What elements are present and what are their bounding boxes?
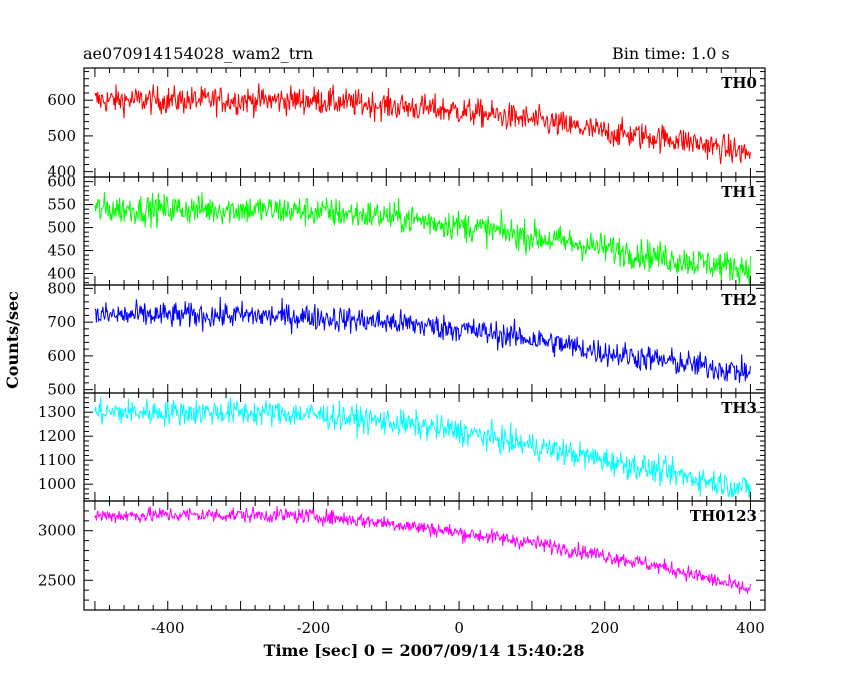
y-tick-label: 500 xyxy=(47,127,76,145)
y-tick-label: 800 xyxy=(47,279,76,297)
panel-frame-th1 xyxy=(83,176,766,286)
x-tick-label: -400 xyxy=(151,619,185,637)
panel-frame-th3 xyxy=(83,392,766,502)
y-tick-label: 1300 xyxy=(38,403,76,421)
y-tick-label: 450 xyxy=(47,242,76,260)
y-tick-label: 500 xyxy=(47,219,76,237)
series-line-th1 xyxy=(94,192,751,285)
chart-title-left: ae070914154028_wam2_trn xyxy=(83,44,314,63)
panel-label-th3: TH3 xyxy=(721,399,757,417)
y-tick-label: 700 xyxy=(47,313,76,331)
y-axis-label: Counts/sec xyxy=(3,291,22,389)
series-line-th2 xyxy=(94,296,751,384)
panel-frame-th0123 xyxy=(83,500,766,611)
panel-label-th0: TH0 xyxy=(721,74,757,92)
y-tick-label: 550 xyxy=(47,196,76,214)
x-tick-label: 200 xyxy=(590,619,619,637)
y-tick-label: 600 xyxy=(47,91,76,109)
y-tick-label: 1200 xyxy=(38,427,76,445)
chart-title-right: Bin time: 1.0 s xyxy=(612,44,730,63)
panel-label-th1: TH1 xyxy=(721,183,757,201)
series-line-th0 xyxy=(94,83,751,165)
y-tick-label: 400 xyxy=(47,163,76,181)
series-line-th3 xyxy=(94,396,751,499)
y-tick-label: 500 xyxy=(47,381,76,399)
panel-frame-th2 xyxy=(83,284,766,394)
y-tick-label: 2500 xyxy=(38,571,76,589)
x-tick-label: -200 xyxy=(297,619,331,637)
y-tick-label: 1000 xyxy=(38,475,76,493)
y-tick-label: 600 xyxy=(47,347,76,365)
panel-label-th0123: TH0123 xyxy=(690,507,757,525)
y-tick-label: 600 xyxy=(47,173,76,191)
x-axis-label: Time [sec] 0 = 2007/09/14 15:40:28 xyxy=(264,641,585,660)
y-tick-label: 3000 xyxy=(38,522,76,540)
x-tick-label: 0 xyxy=(454,619,464,637)
panel-frame-th0 xyxy=(83,67,766,178)
series-line-th0123 xyxy=(94,505,751,595)
panel-label-th2: TH2 xyxy=(721,291,757,309)
x-tick-label: 400 xyxy=(736,619,765,637)
y-tick-label: 400 xyxy=(47,265,76,283)
y-tick-label: 1100 xyxy=(38,451,76,469)
